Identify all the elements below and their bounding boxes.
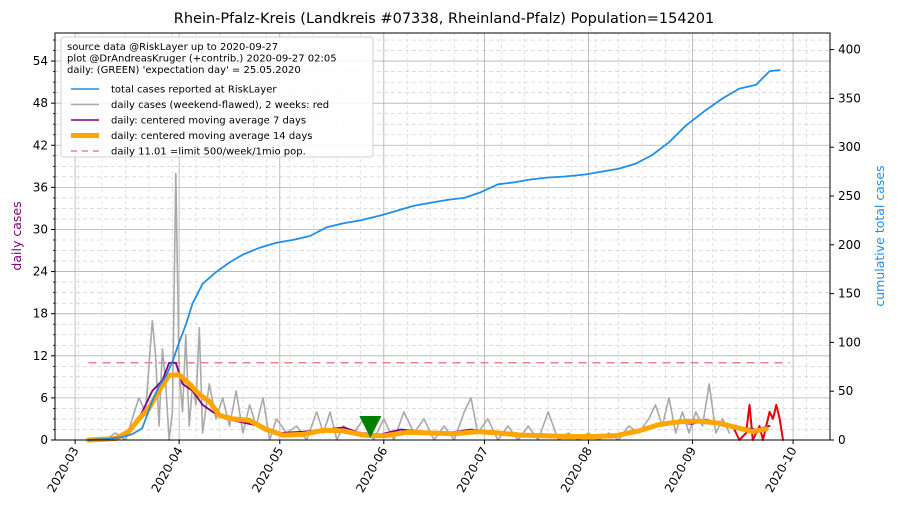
y-left-tick-label: 12 <box>33 349 48 363</box>
chart-title: Rhein-Pfalz-Kreis (Landkreis #07338, Rhe… <box>174 11 714 27</box>
y-right-tick-label: 200 <box>838 238 861 252</box>
expectation-day-marker <box>359 415 382 438</box>
y-right-tick-label: 250 <box>838 189 861 203</box>
marker-layer <box>359 415 382 438</box>
legend: source data @RiskLayer up to 2020-09-27p… <box>60 36 374 158</box>
legend-info-line: plot @DrAndreasKruger (+contrib.) 2020-0… <box>67 54 337 65</box>
legend-box <box>60 36 374 158</box>
series-line <box>87 69 781 441</box>
plot-frame <box>54 32 831 441</box>
series-line <box>731 403 784 441</box>
y-right-tick-label: 150 <box>838 287 861 301</box>
y-right-tick-label: 0 <box>838 433 846 447</box>
y-left-tick-label: 6 <box>40 391 48 405</box>
y-right-tick-label: 100 <box>838 335 861 349</box>
series-line <box>86 372 769 443</box>
y-right-tick-label: 350 <box>838 91 861 105</box>
y-left-tick-label: 0 <box>40 433 48 447</box>
y-left-tick-label: 24 <box>33 265 48 279</box>
y-left-tick-label: 48 <box>33 96 48 110</box>
y-left-tick-label: 42 <box>33 138 48 152</box>
legend-entry-label: daily: centered moving average 14 days <box>111 131 312 142</box>
legend-info-line: source data @RiskLayer up to 2020-09-27 <box>67 42 278 53</box>
legend-entry-label: daily: centered moving average 7 days <box>111 116 306 127</box>
y-left-tick-label: 36 <box>33 180 48 194</box>
legend-info-line: daily: (GREEN) 'expectation day' = 25.05… <box>67 65 301 76</box>
y-axis-label-right: cumulative total cases <box>872 165 887 306</box>
y-right-tick-label: 50 <box>838 384 853 398</box>
legend-entry-label: total cases reported at RiskLayer <box>111 85 277 96</box>
y-left-tick-label: 30 <box>33 222 48 236</box>
legend-entry-label: daily 11.01 =limit 500/week/1mio pop. <box>111 147 306 158</box>
y-right-tick-label: 300 <box>838 140 861 154</box>
y-right-tick-label: 400 <box>838 43 861 57</box>
y-axis-label-left: daily cases <box>9 201 24 270</box>
legend-entry-label: daily cases (weekend-flawed), 2 weeks: r… <box>111 100 329 111</box>
y-left-tick-label: 18 <box>33 307 48 321</box>
y-left-tick-label: 54 <box>33 54 48 68</box>
